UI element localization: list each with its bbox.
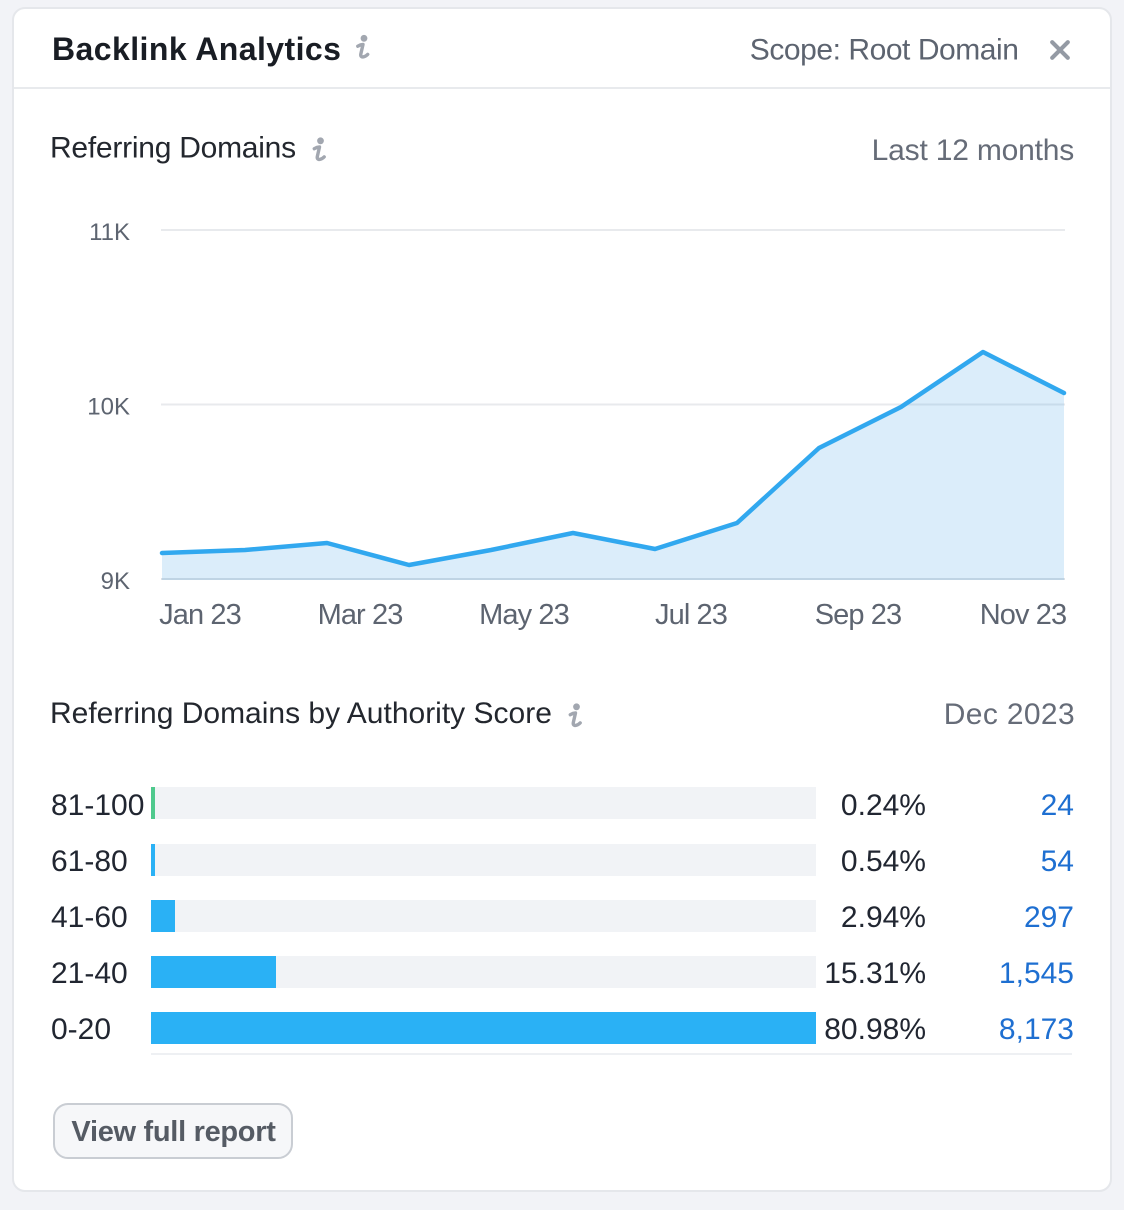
svg-text:2.94%: 2.94%: [841, 901, 926, 934]
svg-text:Scope: Root Domain: Scope: Root Domain: [750, 34, 1019, 67]
svg-text:0.24%: 0.24%: [841, 789, 926, 822]
svg-text:10K: 10K: [87, 394, 130, 421]
svg-text:8,173: 8,173: [999, 1013, 1074, 1046]
svg-text:61-80: 61-80: [51, 845, 128, 878]
svg-text:15.31%: 15.31%: [824, 957, 926, 990]
svg-text:Referring Domains: Referring Domains: [50, 132, 296, 165]
svg-text:Last 12 months: Last 12 months: [872, 134, 1074, 167]
svg-text:Sep 23: Sep 23: [815, 599, 902, 631]
svg-text:297: 297: [1024, 901, 1074, 934]
svg-text:May 23: May 23: [479, 599, 569, 631]
svg-text:0-20: 0-20: [51, 1013, 111, 1046]
svg-text:Nov 23: Nov 23: [980, 599, 1067, 631]
svg-text:81-100: 81-100: [51, 789, 144, 822]
svg-text:54: 54: [1041, 845, 1074, 878]
svg-text:Jul 23: Jul 23: [655, 599, 727, 631]
svg-text:Mar 23: Mar 23: [318, 599, 403, 631]
svg-text:1,545: 1,545: [999, 957, 1074, 990]
svg-text:9K: 9K: [101, 568, 130, 595]
svg-text:11K: 11K: [89, 219, 130, 246]
svg-text:View full report: View full report: [71, 1116, 276, 1148]
svg-text:80.98%: 80.98%: [824, 1013, 926, 1046]
svg-text:0.54%: 0.54%: [841, 845, 926, 878]
svg-text:Backlink Analytics: Backlink Analytics: [52, 31, 341, 67]
svg-text:Referring Domains by Authority: Referring Domains by Authority Score: [50, 697, 552, 730]
svg-text:Jan 23: Jan 23: [159, 599, 241, 631]
svg-text:21-40: 21-40: [51, 957, 128, 990]
svg-text:41-60: 41-60: [51, 901, 128, 934]
svg-text:Dec 2023: Dec 2023: [944, 698, 1075, 731]
svg-text:24: 24: [1041, 789, 1074, 822]
